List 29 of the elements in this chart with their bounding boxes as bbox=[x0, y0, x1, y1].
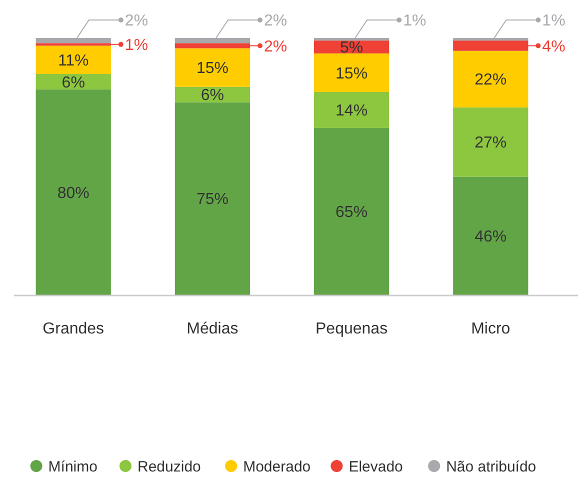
data-label: 11% bbox=[58, 52, 89, 70]
x-tick-label: Médias bbox=[186, 320, 238, 338]
x-tick-label: Pequenas bbox=[316, 320, 388, 338]
data-label: 22% bbox=[474, 72, 507, 89]
legend-label: Elevado bbox=[348, 458, 403, 476]
data-label: 80% bbox=[57, 184, 90, 202]
data-label: 5% bbox=[340, 40, 364, 57]
legend-label: Moderado bbox=[243, 458, 311, 476]
data-label: 75% bbox=[196, 191, 228, 208]
data-label: 27% bbox=[474, 134, 507, 152]
legend-label: Reduzido bbox=[138, 458, 201, 476]
data-label: 65% bbox=[336, 204, 368, 222]
data-label: 15% bbox=[336, 65, 368, 82]
data-label: 6% bbox=[200, 87, 224, 104]
data-label: 2% bbox=[264, 12, 288, 30]
data-label: 2% bbox=[264, 38, 288, 56]
data-label: 14% bbox=[336, 102, 368, 120]
data-label: 1% bbox=[403, 12, 426, 30]
data-label: 4% bbox=[542, 38, 566, 56]
data-label: 46% bbox=[474, 228, 507, 246]
x-tick-label: Grandes bbox=[42, 320, 104, 338]
data-label: 1% bbox=[542, 12, 566, 30]
x-tick-label: Micro bbox=[471, 320, 510, 338]
data-label: 1% bbox=[124, 37, 148, 54]
data-label: 6% bbox=[62, 74, 85, 92]
data-label: 15% bbox=[196, 60, 228, 78]
legend-label: Mínimo bbox=[48, 458, 98, 476]
legend-label: Não atribuído bbox=[446, 458, 536, 476]
data-label: 2% bbox=[124, 12, 148, 30]
